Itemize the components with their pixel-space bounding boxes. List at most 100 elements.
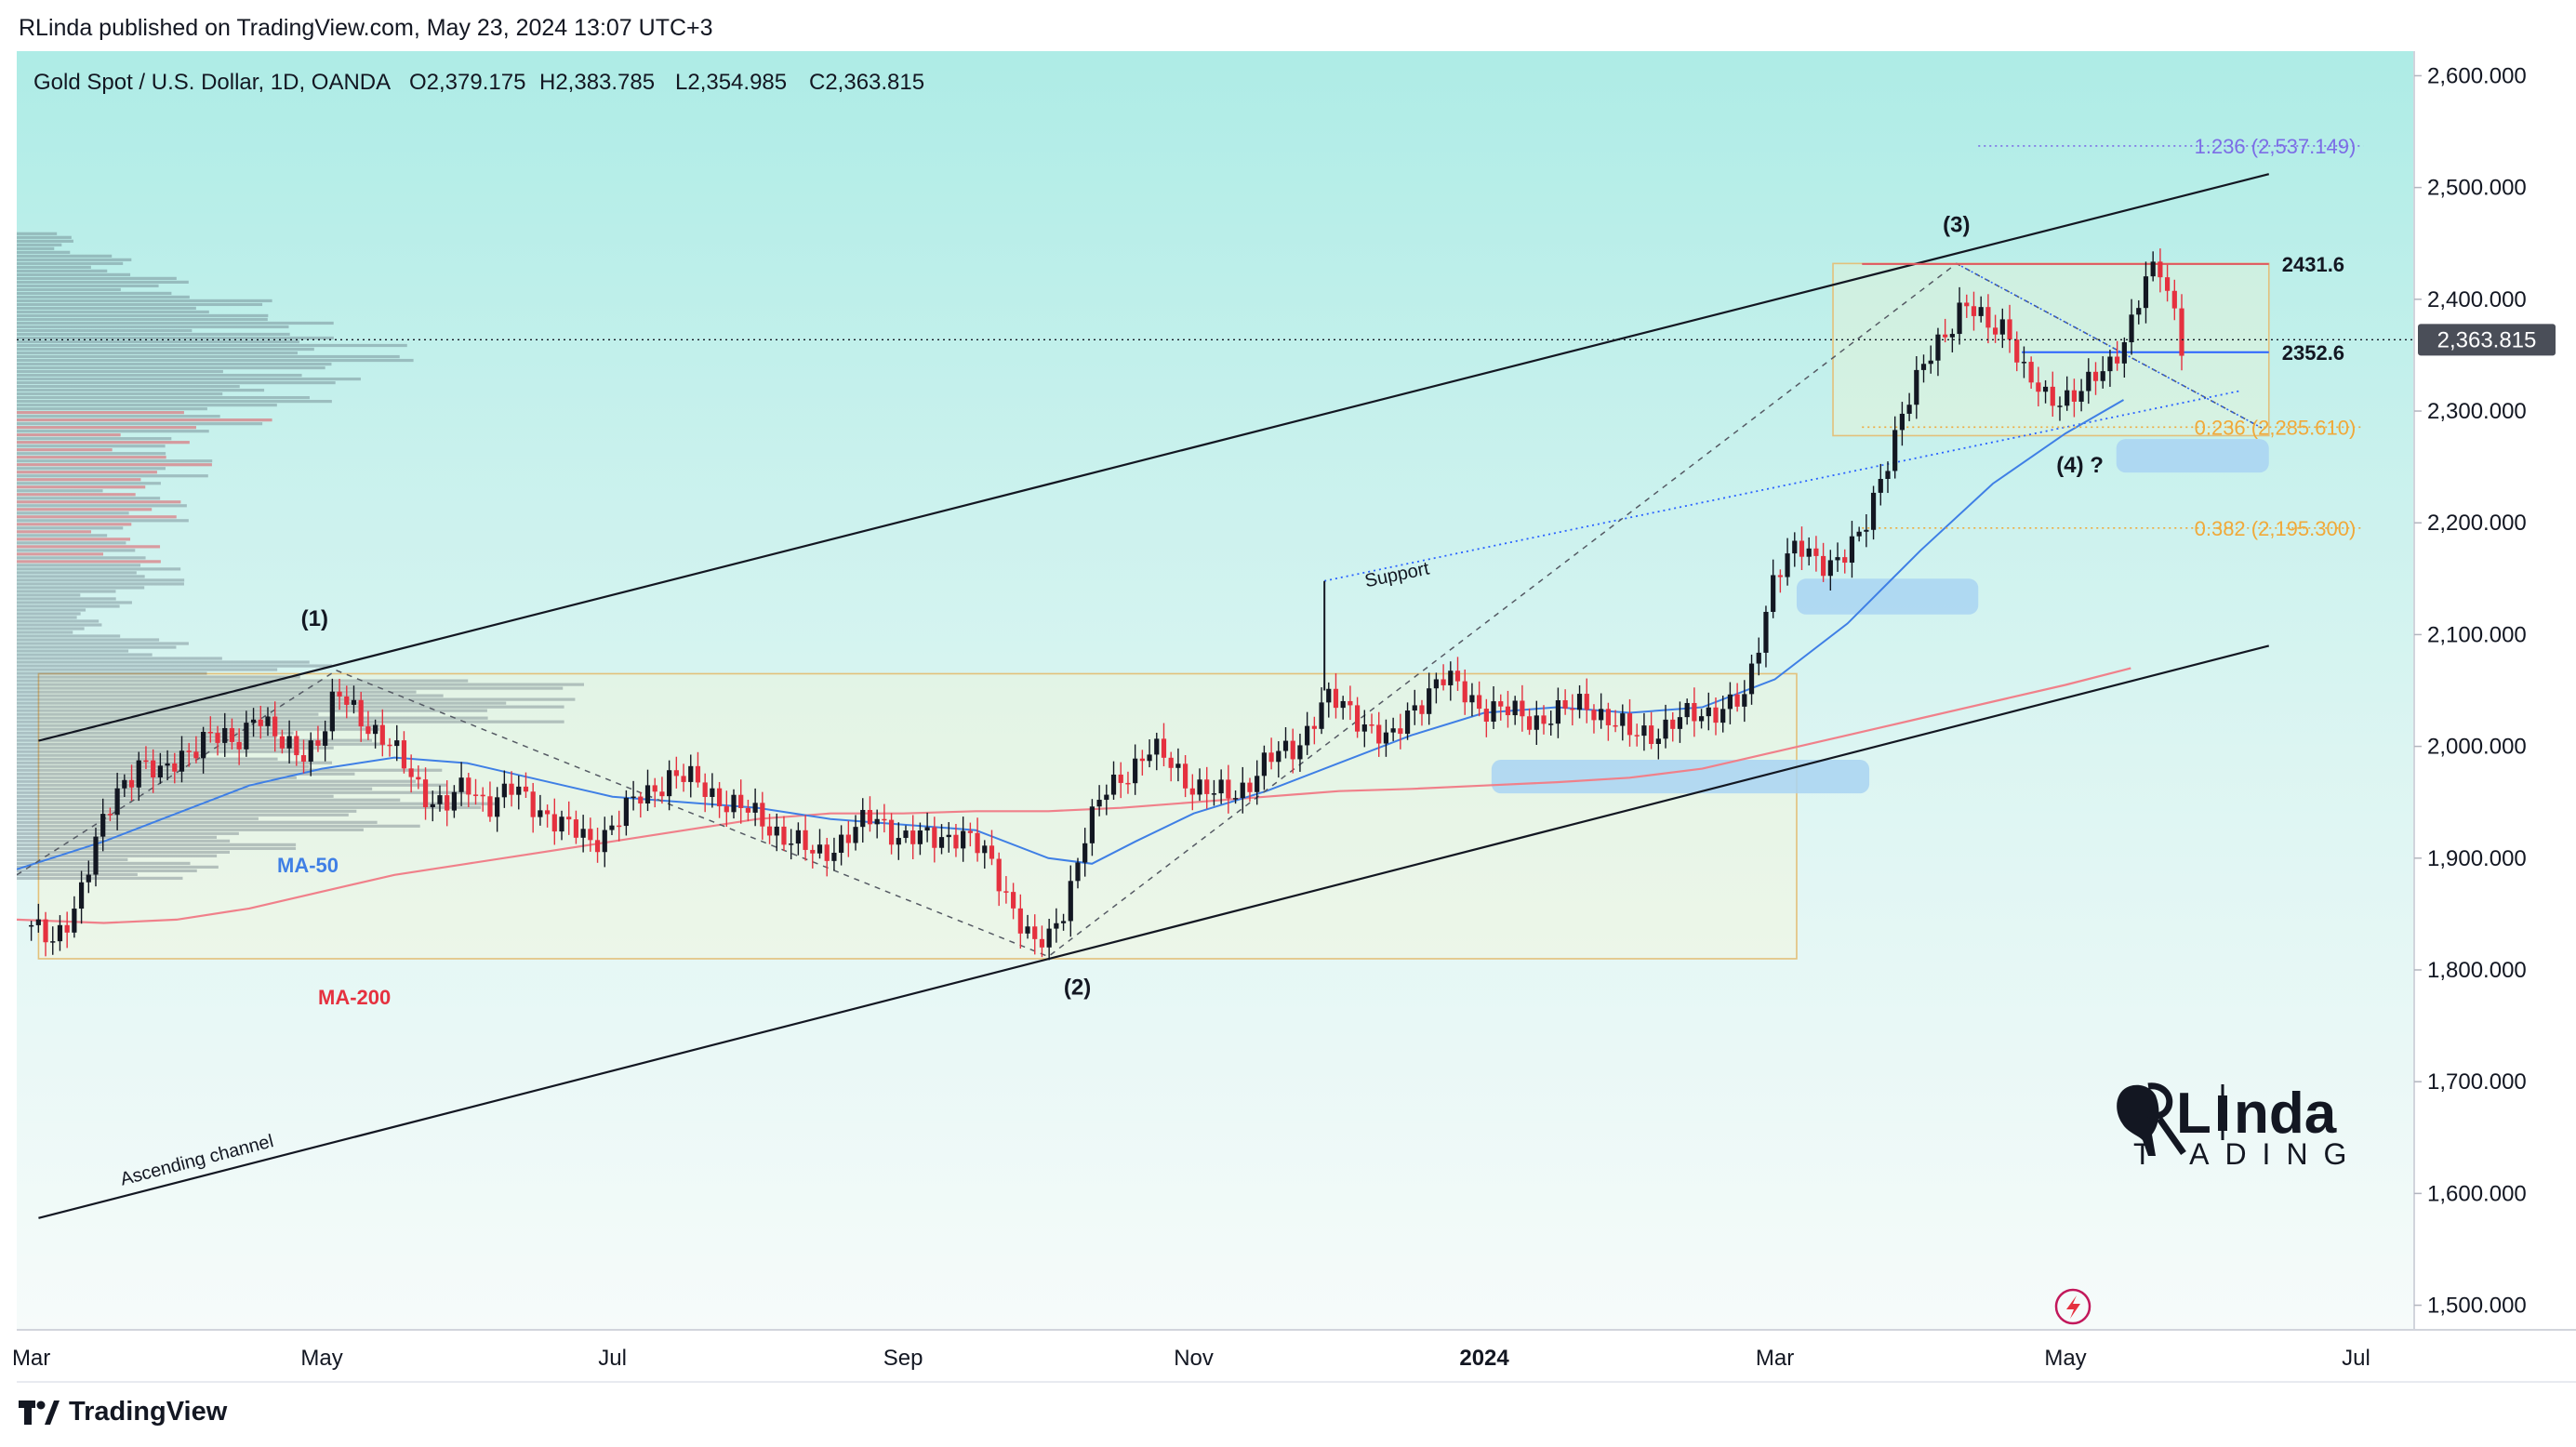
candle-body [774,826,779,836]
volume-bar [17,538,131,541]
candle-body [1505,706,1511,716]
fib-0.236-label: 0.236 (2,285.610) [2195,416,2357,439]
volume-bar [17,816,259,820]
candle-body [1599,709,1604,721]
rlinda-trading-logo: L nda T ADING [2111,1068,2353,1171]
candle-body [817,844,823,854]
candle-body [2164,277,2171,291]
volume-bar [17,317,268,322]
candle-body [1655,738,1661,744]
volume-bar [17,445,166,448]
candle-body [1261,752,1267,777]
candle-body [300,755,307,762]
candle-body [1935,334,1941,361]
volume-bar [17,720,564,724]
legend-symbol: Gold Spot / U.S. Dollar, 1D, OANDA [33,70,391,95]
y-tick-label: 2,500.000 [2427,176,2527,201]
volume-bar [17,526,124,530]
current-price-badge [2418,324,2556,356]
candle-body [1268,752,1274,763]
candle-body [1404,710,1411,735]
candle-body [1319,702,1324,729]
volume-bar [17,582,184,586]
volume-bar [17,302,263,307]
candle-body [967,830,973,833]
candle-body [1914,369,1919,405]
candle-body [1964,302,1970,307]
volume-bar [17,757,278,761]
publish-caption: RLinda published on TradingView.com, May… [19,15,713,41]
lightning-icon[interactable] [2054,1288,2091,1325]
candle-body [1477,695,1482,710]
candle-body [1348,700,1353,706]
volume-bar [17,299,272,303]
volume-bar [17,642,189,645]
volume-bar [17,441,190,445]
candle-body [1060,921,1067,923]
volume-bar [17,869,197,873]
candle-body [114,788,120,816]
time-axis[interactable]: Mar May Jul Sep Nov 2024 Mar May Jul [12,1329,2576,1383]
current-price-label: 2,363.815 [2437,327,2537,352]
candle-body [1799,540,1805,557]
candle-body [272,716,278,737]
candle-body [1491,701,1496,723]
x-tick-label: Sep [883,1346,923,1371]
candle-body [530,791,536,817]
price-axis[interactable]: 1,500.000 1,600.000 1,700.000 1,800.000 1,90… [2413,51,2576,1330]
candle-body [1827,560,1833,577]
y-tick-label: 2,000.000 [2427,735,2527,760]
candle-body [745,807,751,813]
candle-body [1706,707,1711,717]
candle-body [1748,663,1755,695]
volume-bar [17,738,373,742]
channel-lower-line [38,644,2270,1219]
volume-bar [17,683,584,686]
candle-body [1032,926,1038,939]
candle-body [1985,307,1991,328]
volume-bar [17,567,181,571]
candle-body [1369,724,1374,726]
volume-bar [17,511,129,515]
candle-body [495,797,500,817]
volume-bar [17,679,469,683]
candle-body [329,691,335,732]
volume-bar [17,422,263,426]
y-tick-label: 1,500.000 [2427,1294,2527,1319]
candle-body [874,818,880,825]
candle-body [2179,308,2184,356]
candle-body [1584,694,1589,710]
silhouette-icon [2117,1084,2159,1156]
candle-body [207,731,213,734]
volume-bar [17,459,213,463]
ma50-label: MA-50 [277,854,339,877]
candle-body [136,760,141,788]
volume-bar [17,664,332,668]
candle-body [1441,679,1446,685]
volume-bar [17,433,121,437]
volume-bar [17,697,576,701]
candle-body [638,796,644,804]
candle-body [1218,779,1224,794]
candle-body [831,853,837,861]
candle-body [544,810,551,815]
candle-body [2143,276,2149,309]
candle-body [2171,290,2177,309]
svg-text:nda: nda [2234,1082,2337,1146]
tradingview-brand[interactable]: TradingView [19,1397,227,1427]
tradingview-label: TradingView [69,1397,228,1427]
price-levels[interactable]: 2431.6 2352.6 1.236 (2,537.149) 0.236 (2,28… [1862,135,2364,540]
volume-bar [17,500,181,504]
volume-bar [17,325,289,329]
candle-body [1118,774,1123,783]
candle-body [588,829,593,841]
volume-bar [17,586,145,590]
candle-body [781,826,787,845]
candle-body [795,830,801,844]
volume-bar [17,846,297,850]
candle-body [1763,611,1769,653]
candle-body [222,727,228,743]
candle-body [896,838,901,845]
volume-bar [17,776,297,779]
